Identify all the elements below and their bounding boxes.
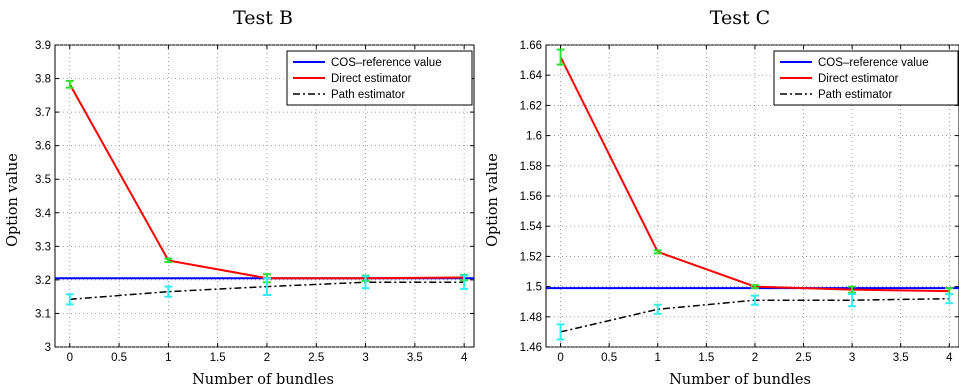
legend-label: Direct estimator — [331, 73, 412, 85]
y-tick-label: 3 — [45, 342, 51, 354]
error-bar — [848, 293, 857, 308]
y-tick-label: 3.5 — [35, 174, 51, 186]
chart-test-c: Test C Number of bundles Option value 0 0… — [485, 7, 959, 388]
error-bar — [945, 293, 954, 305]
error-bar — [848, 285, 857, 294]
error-bar — [164, 257, 173, 264]
y-tick-label: 3.7 — [35, 107, 51, 119]
y-tick-label: 1.58 — [520, 161, 542, 173]
error-bar — [653, 249, 662, 255]
x-tick-label: 1 — [165, 352, 171, 364]
chart-title: Test C — [710, 7, 770, 29]
y-axis-label: Option value — [485, 153, 501, 247]
y-tick-label: 3.1 — [35, 308, 51, 320]
x-tick-label: 3.5 — [893, 352, 909, 364]
y-tick-label: 3.3 — [35, 241, 51, 253]
error-bar — [653, 303, 662, 315]
y-tick-label: 1.56 — [520, 191, 542, 203]
error-bar — [556, 323, 565, 341]
y-tick-label: 3.9 — [35, 40, 51, 52]
legend: COS–reference value Direct estimator Path … — [773, 50, 959, 106]
y-tick-label: 1.46 — [520, 342, 542, 354]
x-tick-label: 3.5 — [407, 352, 423, 364]
error-bar — [361, 275, 370, 290]
y-tick-label: 1.48 — [520, 312, 542, 324]
y-tick-label: 1.66 — [520, 40, 542, 52]
x-tick-label: 3 — [849, 352, 855, 364]
legend-label: Direct estimator — [818, 73, 899, 85]
y-tick-label: 1.6 — [526, 131, 542, 143]
y-tick-label: 3.2 — [35, 275, 51, 287]
y-tick-label: 1.52 — [520, 251, 542, 263]
error-bar — [65, 293, 74, 306]
x-tick-label: 0 — [67, 352, 73, 364]
y-tick-label: 3.4 — [35, 208, 52, 220]
x-tick-label: 1.5 — [698, 352, 714, 364]
legend-label: COS–reference value — [331, 57, 442, 69]
chart-test-b: Test B Number of bundles Option value 0 0… — [5, 7, 475, 388]
legend-label: COS–reference value — [818, 57, 929, 69]
chart-title: Test B — [233, 7, 293, 29]
legend: COS–reference value Direct estimator Path … — [286, 50, 473, 106]
y-tick-label: 3.6 — [35, 141, 51, 153]
x-tick-label: 0.5 — [111, 352, 127, 364]
x-tick-label: 0.5 — [601, 352, 617, 364]
x-tick-label: 2 — [752, 352, 758, 364]
error-bar — [750, 284, 759, 290]
x-tick-label: 3 — [362, 352, 368, 364]
x-tick-label: 1 — [655, 352, 661, 364]
x-tick-label: 4 — [461, 352, 468, 364]
x-tick-label: 0 — [557, 352, 563, 364]
x-tick-label: 2.5 — [796, 352, 812, 364]
y-tick-label: 1.54 — [520, 221, 543, 233]
y-axis-label: Option value — [5, 153, 21, 247]
y-tick-label: 3.8 — [35, 74, 51, 86]
error-bar — [556, 48, 565, 66]
x-axis-label: Number of bundles — [669, 372, 811, 388]
error-bar — [262, 277, 271, 296]
error-bar — [65, 79, 74, 89]
y-tick-label: 1.64 — [520, 70, 543, 82]
legend-label: Path estimator — [331, 89, 405, 101]
y-tick-label: 1.5 — [526, 282, 542, 294]
x-tick-label: 2 — [264, 352, 270, 364]
error-bar — [164, 285, 173, 298]
x-tick-label: 2.5 — [308, 352, 324, 364]
legend-label: Path estimator — [818, 89, 892, 101]
error-bar — [750, 294, 759, 306]
y-tick-label: 1.62 — [520, 100, 542, 112]
x-tick-label: 4 — [946, 352, 953, 364]
error-bar — [460, 274, 469, 290]
x-axis-label: Number of bundles — [192, 372, 334, 388]
x-tick-label: 1.5 — [210, 352, 226, 364]
